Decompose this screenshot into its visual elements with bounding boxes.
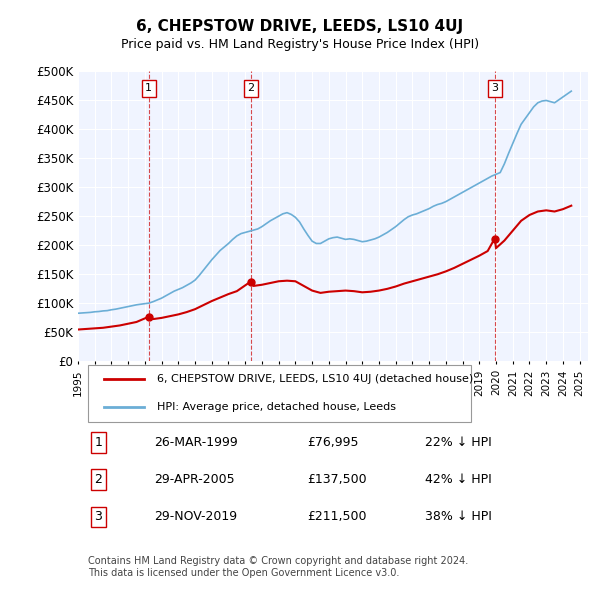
Text: 22% ↓ HPI: 22% ↓ HPI — [425, 436, 491, 449]
Text: 6, CHEPSTOW DRIVE, LEEDS, LS10 4UJ: 6, CHEPSTOW DRIVE, LEEDS, LS10 4UJ — [136, 19, 464, 34]
Text: 29-APR-2005: 29-APR-2005 — [155, 473, 235, 486]
Text: HPI: Average price, detached house, Leeds: HPI: Average price, detached house, Leed… — [157, 402, 396, 412]
FancyBboxPatch shape — [88, 365, 471, 422]
Text: 29-NOV-2019: 29-NOV-2019 — [155, 510, 238, 523]
Text: 38% ↓ HPI: 38% ↓ HPI — [425, 510, 491, 523]
Text: 2: 2 — [94, 473, 103, 486]
Text: 1: 1 — [94, 436, 103, 449]
Text: 1: 1 — [145, 83, 152, 93]
Text: Contains HM Land Registry data © Crown copyright and database right 2024.
This d: Contains HM Land Registry data © Crown c… — [88, 556, 469, 578]
Text: 42% ↓ HPI: 42% ↓ HPI — [425, 473, 491, 486]
Text: £211,500: £211,500 — [308, 510, 367, 523]
Text: Price paid vs. HM Land Registry's House Price Index (HPI): Price paid vs. HM Land Registry's House … — [121, 38, 479, 51]
Text: £137,500: £137,500 — [308, 473, 367, 486]
Text: 3: 3 — [94, 510, 103, 523]
Text: 26-MAR-1999: 26-MAR-1999 — [155, 436, 238, 449]
Text: 6, CHEPSTOW DRIVE, LEEDS, LS10 4UJ (detached house): 6, CHEPSTOW DRIVE, LEEDS, LS10 4UJ (deta… — [157, 374, 473, 384]
Text: 2: 2 — [247, 83, 254, 93]
Text: £76,995: £76,995 — [308, 436, 359, 449]
Text: 3: 3 — [491, 83, 498, 93]
